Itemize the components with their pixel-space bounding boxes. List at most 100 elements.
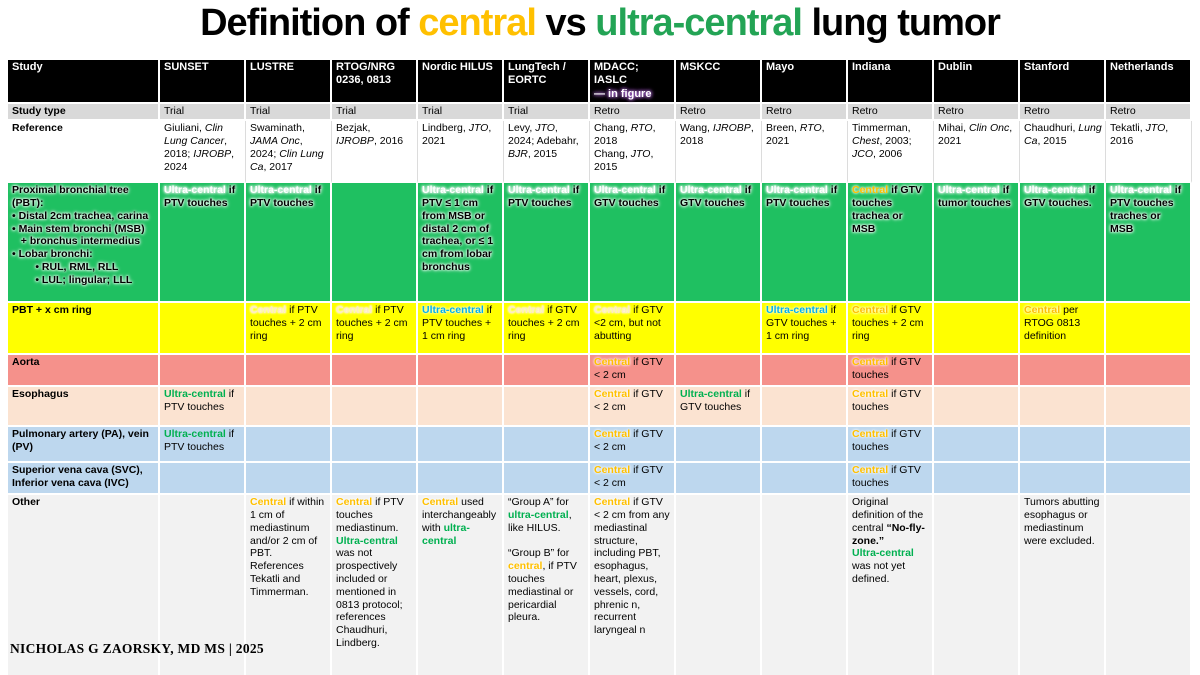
row-label-reference: Reference	[8, 121, 160, 184]
text-segment: if GTV touches	[680, 388, 753, 414]
row-label-papv: Pulmonary artery (PA), vein (PV)	[8, 427, 160, 464]
text-segment: Aorta	[12, 356, 40, 369]
text-segment: if PTV ≤ 1 cm from MSB or distal 2 cm of…	[422, 184, 497, 273]
text-segment: Swaminath,	[250, 122, 308, 135]
text-segment: Ultra-central	[594, 184, 656, 197]
text-segment: RTO	[799, 122, 822, 135]
cell-svcivc-mskcc	[676, 463, 762, 496]
text-segment: Levy,	[508, 122, 536, 135]
cell-svcivc-netherlands	[1106, 463, 1192, 496]
cell-ring-netherlands	[1106, 303, 1192, 356]
text-segment: Clin Lung Cancer	[164, 122, 226, 148]
cell-other-sunset	[160, 495, 246, 675]
text-segment: if GTV touches	[594, 184, 669, 210]
text-segment: if GTV touches	[852, 464, 924, 490]
cell-papv-mayo	[762, 427, 848, 464]
text-segment: Central	[336, 304, 373, 317]
cell-svcivc-indiana: Central if GTV touches	[848, 463, 934, 496]
cell-esophagus-hilus	[418, 387, 504, 428]
row-label-other: Other	[8, 495, 160, 675]
text-segment: Clin Onc	[968, 122, 1010, 135]
text-segment: if PTV touches	[508, 184, 583, 210]
text-segment: Dublin	[938, 61, 973, 73]
text-segment: JTO	[1145, 122, 1166, 135]
text-segment: if GTV touches + 2 cm ring	[852, 304, 927, 342]
row-pbt: Proximal bronchial tree (PBT): • Distal …	[8, 183, 1192, 304]
text-segment: Lindberg,	[422, 122, 469, 135]
text-segment: , 2018	[680, 122, 757, 148]
cell-esophagus-dublin	[934, 387, 1020, 428]
page-title: Definition of central vs ultra-central l…	[0, 2, 1200, 45]
cell-ring-lungtech: Central if GTV touches + 2 cm ring	[504, 303, 590, 356]
cell-reference-lustre: Swaminath, JAMA Onc, 2024; Clin Lung Ca,…	[246, 121, 332, 184]
text-segment: , like HILUS. “Group B” for	[508, 509, 572, 560]
text-segment: , 2021	[938, 122, 1016, 148]
text-segment: Wang,	[680, 122, 713, 135]
cell-other-netherlands	[1106, 495, 1192, 675]
cell-ring-mskcc	[676, 303, 762, 356]
text-segment: if GTV touches	[852, 428, 924, 454]
text-segment: Ultra-central	[1110, 184, 1172, 197]
cell-svcivc-mayo	[762, 463, 848, 496]
header-mdacc: MDACC; IASLC — in figure	[590, 60, 676, 105]
header-row: Study SUNSET LUSTRE RTOG/NRG 0236, 0813 Nord…	[8, 60, 1192, 105]
cell-studytype-sunset: Trial	[160, 104, 246, 122]
text-segment: Ultra-central	[164, 428, 226, 441]
cell-papv-indiana: Central if GTV touches	[848, 427, 934, 464]
text-segment: Central	[336, 496, 373, 509]
cell-esophagus-mayo	[762, 387, 848, 428]
cell-other-mskcc	[676, 495, 762, 675]
text-segment: Central	[852, 356, 889, 369]
cell-reference-dublin: Mihai, Clin Onc, 2021	[934, 121, 1020, 184]
header-dublin: Dublin	[934, 60, 1020, 105]
cell-reference-mdacc: Chang, RTO, 2018 Chang, JTO, 2015	[590, 121, 676, 184]
text-segment: Timmerman,	[852, 122, 914, 135]
row-aorta: Aorta Central if GTV < 2 cm Central if GTV…	[8, 355, 1192, 388]
text-segment: per RTOG 0813 definition	[1024, 304, 1084, 342]
cell-aorta-lustre	[246, 355, 332, 388]
header-lustre: LUSTRE	[246, 60, 332, 105]
text-segment: Indiana	[852, 61, 891, 73]
text-segment: if GTV touches.	[1024, 184, 1099, 210]
text-segment: if within 1 cm of mediastinum and/or 2 c…	[250, 496, 328, 598]
text-segment: Giuliani,	[164, 122, 205, 135]
text-segment: if GTV < 2 cm	[594, 356, 666, 382]
text-segment: , 2016	[1110, 122, 1172, 148]
text-segment: , 2015	[1037, 135, 1067, 148]
text-segment: Trial	[250, 105, 271, 118]
cell-studytype-hilus: Trial	[418, 104, 504, 122]
text-segment: Central	[1024, 304, 1061, 317]
cell-other-lustre: Central if within 1 cm of mediastinum an…	[246, 495, 332, 675]
text-segment: Chest	[852, 135, 880, 148]
cell-reference-mayo: Breen, RTO, 2021	[762, 121, 848, 184]
text-segment: central	[508, 560, 543, 573]
text-segment: ultra-central	[508, 509, 569, 522]
text-segment: Central	[852, 184, 889, 197]
cell-ring-indiana: Central if GTV touches + 2 cm ring	[848, 303, 934, 356]
cell-papv-lungtech	[504, 427, 590, 464]
text-segment: Retro	[766, 105, 792, 118]
header-rtog: RTOG/NRG 0236, 0813	[332, 60, 418, 105]
text-segment: JTO	[630, 147, 651, 160]
cell-aorta-mskcc	[676, 355, 762, 388]
text-segment: if PTV touches + 2 cm ring	[336, 304, 411, 342]
row-label-pbt: Proximal bronchial tree (PBT): • Distal …	[8, 183, 160, 304]
text-segment: Trial	[336, 105, 357, 118]
text-segment: was not prospectively included or mentio…	[336, 534, 406, 649]
text-segment: if tumor touches	[938, 184, 1013, 210]
text-segment: Retro	[594, 105, 620, 118]
row-label-esophagus: Esophagus	[8, 387, 160, 428]
text-segment: if GTV < 2 cm from any mediastinal struc…	[594, 496, 673, 637]
cell-aorta-mayo	[762, 355, 848, 388]
text-segment: if GTV touches trachea or MSB	[852, 184, 925, 235]
cell-studytype-mayo: Retro	[762, 104, 848, 122]
text-segment: Ultra-central	[766, 304, 828, 317]
cell-ring-lustre: Central if PTV touches + 2 cm ring	[246, 303, 332, 356]
text-segment: if PTV touches	[164, 184, 239, 210]
cell-pbt-netherlands: Ultra-central if PTV touches traches or …	[1106, 183, 1192, 304]
text-segment: Clin Lung Ca	[250, 147, 327, 173]
cell-esophagus-sunset: Ultra-central if PTV touches	[160, 387, 246, 428]
text-segment: , 2006	[873, 147, 903, 160]
text-segment: MDACC; IASLC	[594, 61, 639, 87]
